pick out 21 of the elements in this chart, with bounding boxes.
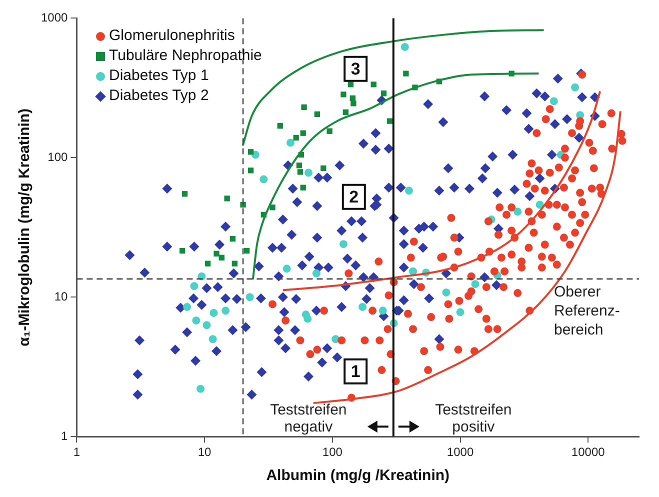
legend-label: Tubuläre Nephropathie bbox=[109, 47, 262, 64]
annotation: 2 bbox=[349, 188, 359, 207]
x-tick-label: 1 bbox=[73, 445, 80, 460]
annotation: Teststreifen positiv bbox=[435, 402, 512, 436]
annotation: 1 bbox=[350, 362, 360, 382]
legend-label: Diabetes Typ 2 bbox=[109, 87, 209, 104]
y-tick-label: 1000 bbox=[40, 10, 68, 25]
x-tick-label: 100 bbox=[322, 445, 343, 460]
ref-line-label: Oberer Referenz-bereich bbox=[554, 284, 620, 339]
annotation: Teststreifen negativ bbox=[270, 402, 347, 436]
y-tick-label: 1 bbox=[61, 428, 68, 443]
x-tick-label: 10000 bbox=[571, 445, 606, 460]
x-axis-title: Albumin (mg/g /Kreatinin) bbox=[266, 467, 450, 484]
legend-label: Diabetes Typ 1 bbox=[109, 67, 209, 84]
y-tick-label: 100 bbox=[48, 150, 68, 164]
annotation: 3 bbox=[350, 60, 360, 79]
legend-label: Glomerulonephritis bbox=[109, 27, 235, 44]
x-tick-label: 10 bbox=[198, 445, 212, 460]
y-tick-label: 10 bbox=[54, 289, 68, 304]
x-tick-label: 1000 bbox=[446, 445, 474, 460]
y-axis-title: α₁-Mikroglobulin (mg/g Kreatinin) bbox=[16, 108, 34, 346]
